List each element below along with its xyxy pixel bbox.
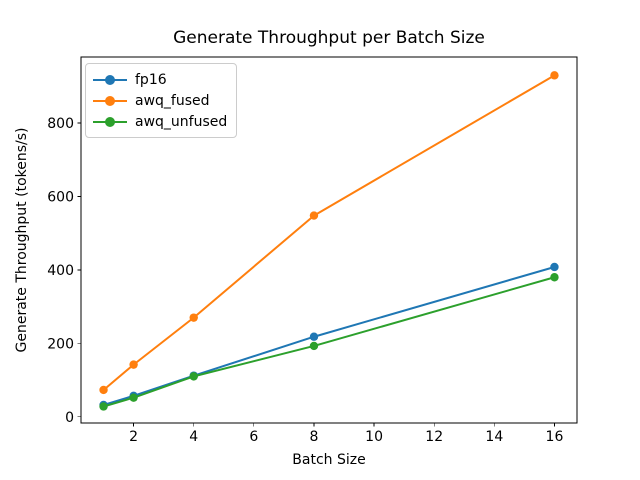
x-axis-label: Batch Size	[292, 452, 366, 468]
x-tick-label: 2	[129, 429, 138, 445]
y-axis-label: Generate Throughput (tokens/s)	[14, 127, 30, 353]
y-tick-label: 600	[47, 189, 74, 205]
x-tick-label: 10	[365, 429, 383, 445]
data-point-awq_unfused	[550, 273, 559, 282]
data-point-awq_fused	[550, 71, 559, 80]
x-tick-label: 12	[425, 429, 443, 445]
data-point-fp16	[550, 262, 559, 272]
x-tick-label: 6	[249, 429, 258, 445]
y-tick-label: 0	[65, 410, 74, 426]
legend-line-marker-icon	[93, 95, 127, 106]
data-point-awq_fused	[99, 385, 108, 395]
legend: fp16 awq_fused awq_unfused	[85, 63, 238, 138]
axes-spines	[80, 56, 578, 424]
legend-label: awq_fused	[135, 92, 210, 109]
data-point-awq_fused	[129, 360, 138, 369]
legend-item-awq_fused: awq_fused	[93, 90, 227, 111]
data-point-awq_fused	[189, 313, 198, 322]
legend-item-fp16: fp16	[93, 69, 227, 90]
legend-line-marker-icon	[93, 116, 127, 127]
data-point-awq_unfused	[129, 393, 138, 402]
y-tick-label: 400	[47, 263, 74, 279]
series-line-awq_unfused	[103, 276, 555, 408]
x-tick-label: 16	[546, 429, 564, 445]
data-point-awq_unfused	[99, 402, 108, 411]
y-tick-label: 200	[47, 336, 74, 352]
x-tick-label: 8	[310, 429, 319, 445]
data-point-awq_unfused	[309, 341, 319, 351]
legend-line-marker-icon	[93, 74, 127, 85]
x-tick-label: 14	[485, 429, 503, 445]
x-tick-label: 4	[189, 429, 198, 445]
chart-title: Generate Throughput per Batch Size	[173, 28, 485, 48]
legend-item-awq_unfused: awq_unfused	[93, 111, 227, 132]
y-tick-label: 800	[47, 116, 74, 132]
data-point-fp16	[309, 332, 319, 341]
legend-label: fp16	[135, 71, 167, 88]
legend-label: awq_unfused	[135, 113, 228, 130]
data-point-awq_fused	[309, 211, 319, 220]
data-point-awq_unfused	[189, 372, 198, 381]
